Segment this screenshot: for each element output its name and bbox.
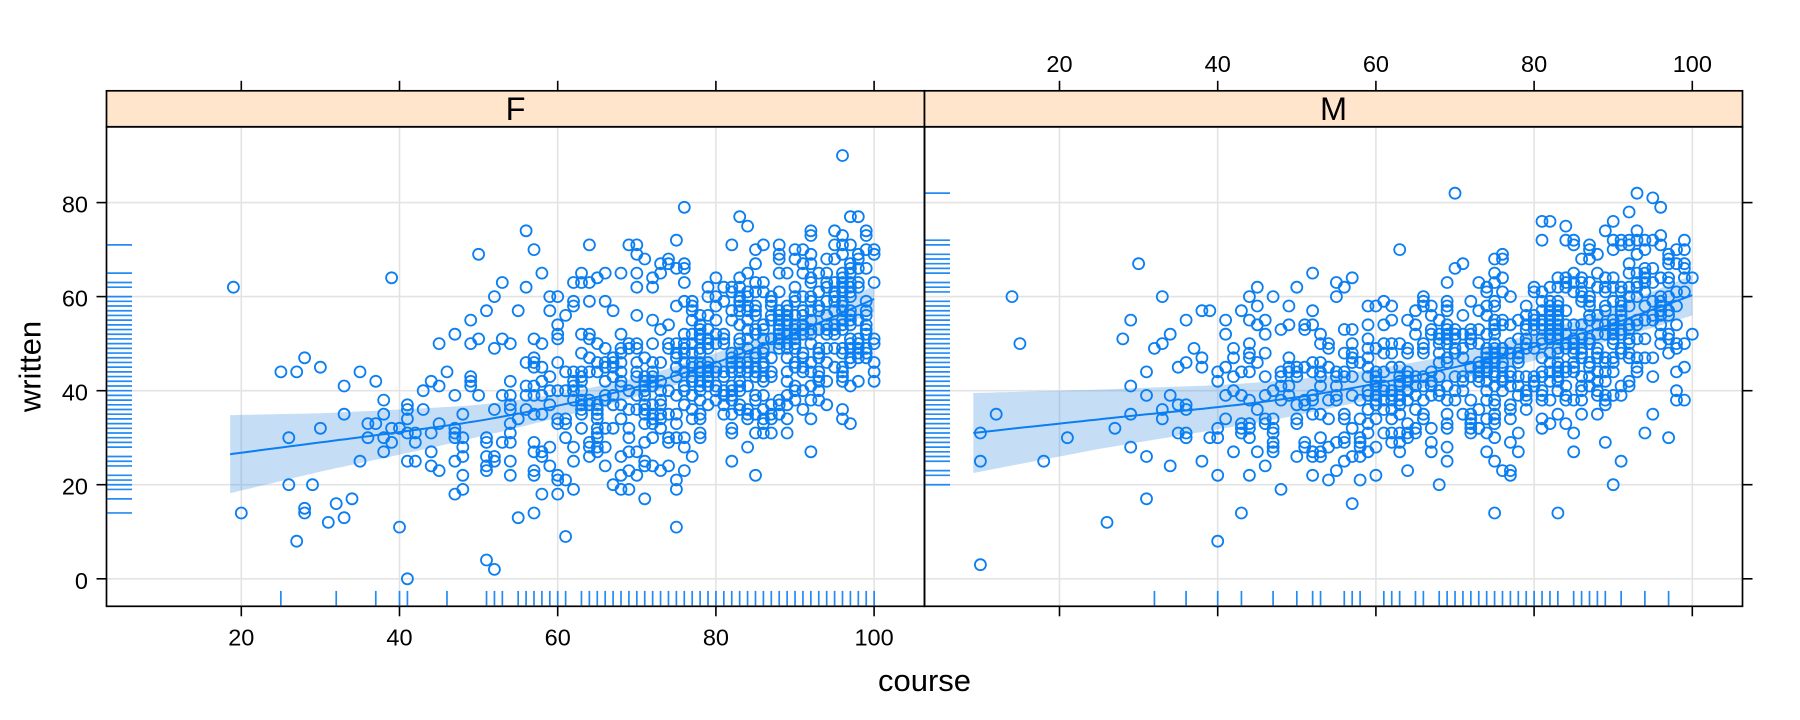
- svg-text:80: 80: [1521, 51, 1547, 77]
- svg-text:M: M: [1320, 91, 1347, 127]
- svg-text:20: 20: [62, 474, 88, 500]
- svg-text:20: 20: [228, 625, 254, 651]
- svg-text:0: 0: [75, 568, 88, 594]
- svg-text:100: 100: [1673, 51, 1712, 77]
- svg-text:40: 40: [386, 625, 412, 651]
- svg-text:80: 80: [703, 625, 729, 651]
- svg-text:40: 40: [62, 380, 88, 406]
- svg-text:written: written: [13, 321, 48, 413]
- svg-text:40: 40: [1205, 51, 1231, 77]
- svg-text:60: 60: [545, 625, 571, 651]
- svg-text:60: 60: [1363, 51, 1389, 77]
- svg-text:100: 100: [854, 625, 893, 651]
- svg-text:80: 80: [62, 192, 88, 218]
- svg-text:60: 60: [62, 286, 88, 312]
- svg-text:course: course: [878, 663, 971, 698]
- svg-text:F: F: [506, 91, 526, 127]
- svg-text:20: 20: [1046, 51, 1072, 77]
